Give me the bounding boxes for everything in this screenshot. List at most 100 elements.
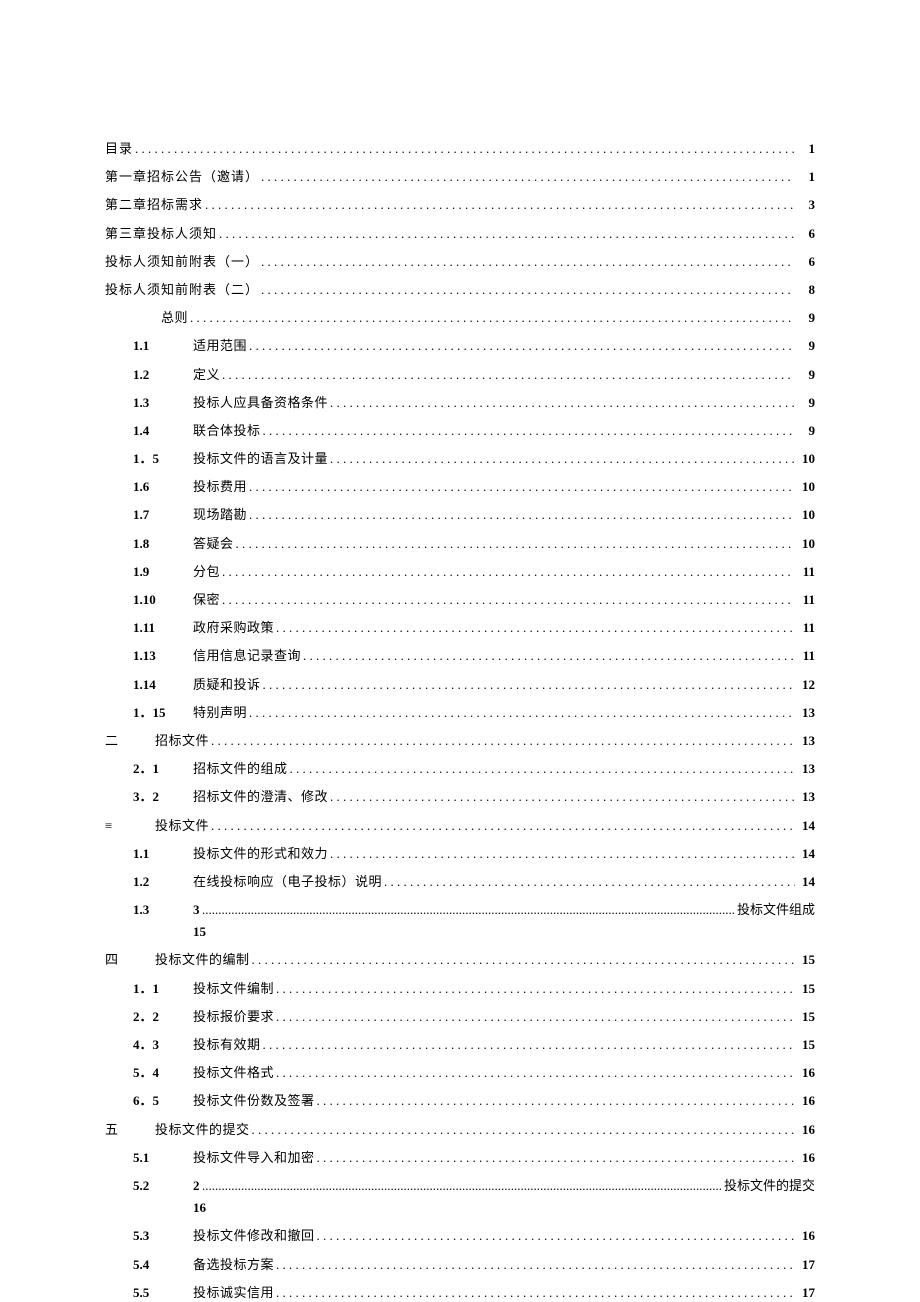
toc-leader-dots: [276, 1064, 795, 1077]
toc-entry-section: ≡投标文件14: [105, 817, 815, 835]
toc-entry-subsection: 1.7现场踏勘10: [105, 506, 815, 524]
toc-label: 投标文件: [155, 817, 209, 835]
toc-entry-top: 第三章投标人须知6: [105, 225, 815, 243]
toc-subsection-number: 1.14: [133, 676, 193, 694]
toc-leader-dots: [276, 1284, 795, 1297]
toc-label: 信用信息记录查询: [193, 647, 301, 665]
toc-page-number: 9: [797, 366, 815, 384]
toc-label: 分包: [193, 563, 220, 581]
toc-subsection-number: 1.8: [133, 535, 193, 553]
toc-entry-subsection: 1.3投标人应具备资格条件9: [105, 394, 815, 412]
toc-leader-dots: [276, 1256, 795, 1269]
toc-leader-dots: [249, 506, 795, 519]
toc-label: 投标文件的形式和效力: [193, 845, 328, 863]
toc-label: 保密: [193, 591, 220, 609]
toc-label: 招标文件的澄清、修改: [193, 788, 328, 806]
toc-label: 投标费用: [193, 478, 247, 496]
toc-label: 投标人须知前附表（二）: [105, 281, 259, 299]
toc-subsection-number: 1.10: [133, 591, 193, 609]
toc-entry-section: 四投标文件的编制15: [105, 951, 815, 969]
toc-subsection-number: 1．1: [133, 980, 193, 998]
toc-entry-subsection: 1.13信用信息记录查询 11: [105, 647, 815, 665]
toc-page-number: 11: [797, 647, 815, 665]
toc-page-number: 10: [797, 450, 815, 468]
toc-page-number: 13: [797, 788, 815, 806]
toc-wrap-trail-label: 投标文件组成: [737, 901, 815, 919]
toc-label: 投标文件份数及签署: [193, 1092, 315, 1110]
toc-page-number: 10: [797, 506, 815, 524]
toc-leader-dots: [249, 704, 795, 717]
toc-subsection-number: 1.1: [133, 845, 193, 863]
table-of-contents: 目录1第一章招标公告（邀请）1第二章招标需求3第三章投标人须知6投标人须知前附表…: [105, 140, 815, 1302]
toc-entry-subsection: 1.9分包11: [105, 563, 815, 581]
toc-entry-subsection: 1.1适用范围9: [105, 337, 815, 355]
toc-entry-subsection: 2．2投标报价要求15: [105, 1008, 815, 1026]
toc-leader-dots: [222, 591, 795, 604]
toc-leader-dots: [276, 1008, 795, 1021]
toc-subsection-number: 2．1: [133, 760, 193, 778]
toc-label: 适用范围: [193, 337, 247, 355]
toc-leader-dots: [211, 817, 795, 830]
toc-entry-subsection: 3．2招标文件的澄清、修改13: [105, 788, 815, 806]
toc-leader-dots: [330, 450, 795, 463]
toc-leader-dots: [317, 1092, 795, 1105]
toc-label: 投标人须知前附表（一）: [105, 253, 259, 271]
toc-label: 第一章招标公告（邀请）: [105, 168, 259, 186]
toc-entry-subsection-wrapped: 1.33投标文件组成15: [105, 901, 815, 941]
toc-label: 投标诚实信用: [193, 1284, 274, 1302]
toc-entry-subsection: 5.5投标诚实信用17: [105, 1284, 815, 1302]
toc-entry-indented: 总则9: [105, 309, 815, 327]
toc-wrap-block: 2投标文件的提交16: [193, 1177, 815, 1217]
toc-label: 投标报价要求: [193, 1008, 274, 1026]
toc-page-number: 13: [797, 732, 815, 750]
toc-leader-dots: [261, 168, 795, 181]
toc-page-number: 13: [797, 704, 815, 722]
toc-label: 目录: [105, 140, 133, 158]
toc-section-number: 五: [105, 1121, 155, 1139]
toc-leader-dots: [202, 1177, 722, 1190]
toc-page-number: 6: [797, 253, 815, 271]
toc-leader-dots: [249, 337, 795, 350]
toc-leader-dots: [236, 535, 795, 548]
toc-leader-dots: [205, 196, 795, 209]
toc-entry-subsection: 1.14质疑和投诉12: [105, 676, 815, 694]
toc-subsection-number: 1.3: [133, 901, 193, 919]
toc-label: 招标文件的组成: [193, 760, 288, 778]
toc-label: 投标文件修改和撤回: [193, 1227, 315, 1245]
toc-page-number: 10: [797, 535, 815, 553]
toc-section-number: 四: [105, 951, 155, 969]
toc-entry-subsection: 1.2在线投标响应（电子投标）说明14: [105, 873, 815, 891]
toc-subsection-number: 5.2: [133, 1177, 193, 1195]
toc-wrap-prefix: 2: [193, 1177, 200, 1195]
toc-entry-subsection: 1.2定义9: [105, 366, 815, 384]
toc-page-number: 15: [797, 1036, 815, 1054]
toc-label: 在线投标响应（电子投标）说明: [193, 873, 382, 891]
toc-entry-subsection: 5.3投标文件修改和撤回16: [105, 1227, 815, 1245]
toc-label: 投标文件的提交: [155, 1121, 250, 1139]
toc-entry-subsection: 1．5投标文件的语言及计量10: [105, 450, 815, 468]
toc-page-number: 3: [797, 196, 815, 214]
toc-label: 联合体投标: [193, 422, 261, 440]
toc-entry-subsection: 1.8答疑会10: [105, 535, 815, 553]
toc-section-number: ≡: [105, 817, 155, 835]
toc-leader-dots: [330, 394, 795, 407]
toc-page-number: 9: [797, 394, 815, 412]
toc-entry-top: 投标人须知前附表（一） 6: [105, 253, 815, 271]
toc-entry-subsection: 1.11政府采购政策11: [105, 619, 815, 637]
toc-page-number: 11: [797, 619, 815, 637]
toc-label: 投标文件的编制: [155, 951, 250, 969]
toc-page-number: 15: [797, 1008, 815, 1026]
toc-wrap-prefix: 3: [193, 901, 200, 919]
toc-leader-dots: [317, 1227, 795, 1240]
toc-entry-subsection: 1.6投标费用10: [105, 478, 815, 496]
toc-subsection-number: 1.13: [133, 647, 193, 665]
toc-leader-dots: [303, 647, 795, 660]
toc-subsection-number: 1.4: [133, 422, 193, 440]
toc-entry-top: 投标人须知前附表（二）8: [105, 281, 815, 299]
toc-label: 第二章招标需求: [105, 196, 203, 214]
toc-label: 质疑和投诉: [193, 676, 261, 694]
toc-label: 投标文件编制: [193, 980, 274, 998]
toc-entry-subsection: 1．15特别声明13: [105, 704, 815, 722]
toc-subsection-number: 1.2: [133, 366, 193, 384]
toc-page-number: 9: [797, 337, 815, 355]
